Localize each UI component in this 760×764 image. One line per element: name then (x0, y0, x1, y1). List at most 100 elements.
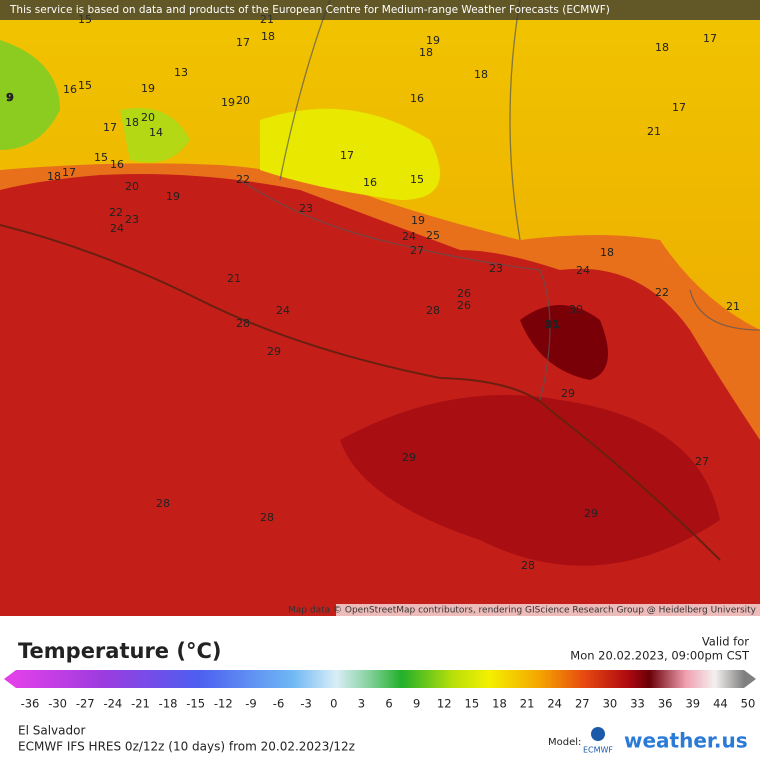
attribution-bg (336, 604, 760, 616)
banner: This service is based on data and produc… (9, 4, 610, 16)
colorbar-min (4, 670, 16, 688)
model-run: ECMWF IFS HRES 0z/12z (10 days) from 20.… (18, 740, 355, 754)
colorbar (16, 670, 744, 688)
contour-label: 20 (236, 94, 250, 107)
attribution: Map data © OpenStreetMap contributors, r… (288, 606, 757, 616)
colorbar-tick-label: 9 (413, 697, 420, 711)
contour-label: 17 (703, 32, 717, 45)
colorbar-tick-label: -21 (131, 697, 150, 711)
contour-label: 16 (110, 158, 124, 171)
contour-label: 9 (6, 91, 14, 104)
colorbar-tick-label: 30 (603, 697, 618, 711)
contour-label: 15 (94, 151, 108, 164)
contour-label: 28 (426, 304, 440, 317)
coastline (0, 224, 721, 561)
contour-label: 27 (695, 455, 709, 468)
colorbar-tick-label: 36 (658, 697, 673, 711)
colorbar-tick-label: 27 (575, 697, 590, 711)
contour-label: 21 (726, 300, 740, 313)
colorbar-tick-label: -9 (245, 697, 256, 711)
colorbar-tick-label: -15 (186, 697, 205, 711)
contour-label: 21 (647, 125, 661, 138)
contour-label: 24 (276, 304, 290, 317)
contour-label: 17 (340, 149, 354, 162)
contour-label: 22 (109, 206, 123, 219)
contour-label: 29 (584, 507, 598, 520)
colorbar-tick-label: -24 (103, 697, 122, 711)
contour-label: 18 (261, 30, 275, 43)
colorbar-tick-label: 39 (685, 697, 700, 711)
contour-label: 16 (363, 176, 377, 189)
contour-label: 15 (78, 79, 92, 92)
colorbar-tick-label: 33 (630, 697, 645, 711)
colorbar-tick-label: 6 (385, 697, 392, 711)
model-logo: ECMWF (583, 746, 613, 755)
contour-label: 20 (141, 111, 155, 124)
valid-label: Valid for (702, 635, 749, 649)
contour-label: 28 (156, 497, 170, 510)
model-icon (591, 727, 605, 741)
contour-label: 13 (174, 66, 188, 79)
contour-label: 28 (260, 511, 274, 524)
contour-label: 25 (426, 229, 440, 242)
colorbar-tick-label: 44 (713, 697, 728, 711)
contour-label: 18 (600, 246, 614, 259)
contour-label: 15 (410, 173, 424, 186)
contour-label: 18 (474, 68, 488, 81)
contour-label: 23 (299, 202, 313, 215)
contour-label: 18 (419, 46, 433, 59)
contour-label: 19 (166, 190, 180, 203)
contour-label: 14 (149, 126, 163, 139)
legend-title: Temperature (°C) (18, 639, 221, 663)
colorbar-ticks: -36 -30 -27 -24 -21 -18 -15 -12 -9 -6 -3 0 3 6 9 12 15 18… (21, 697, 756, 711)
contour-label: 23 (489, 262, 503, 275)
contour-label: 23 (125, 213, 139, 226)
contour-label: 17 (672, 101, 686, 114)
contour-label: 19 (221, 96, 235, 109)
contour-label: 27 (410, 244, 424, 257)
contour-label: 26 (457, 287, 471, 300)
colorbar-tick-label: 24 (547, 697, 562, 711)
green-area (120, 108, 190, 163)
contour-label: 29 (402, 451, 416, 464)
contour-label: 29 (561, 387, 575, 400)
contour-label: 18 (47, 170, 61, 183)
region: El Salvador (18, 724, 85, 738)
colorbar-tick-label: 18 (492, 697, 507, 711)
contour-label: 24 (402, 230, 416, 243)
map: 1521171819181817131516189191920161717182… (0, 0, 760, 616)
colorbar-tick-label: -30 (48, 697, 67, 711)
contour-label: 28 (236, 317, 250, 330)
contour-label: 22 (236, 173, 250, 186)
green-area (0, 40, 60, 150)
contour-label: 24 (576, 264, 590, 277)
warm-area (340, 395, 720, 566)
colorbar-tick-label: 3 (358, 697, 365, 711)
colorbar-tick-label: -3 (300, 697, 311, 711)
valid-time: Mon 20.02.2023, 09:00pm CST (570, 649, 750, 663)
model-label: Model: (548, 737, 581, 748)
colorbar-tick-label: 12 (437, 697, 452, 711)
contour-label: 18 (655, 41, 669, 54)
colorbar-tick-label: -6 (273, 697, 284, 711)
contour-label: 21 (227, 272, 241, 285)
colorbar-tick-label: -27 (76, 697, 95, 711)
colorbar-tick-label: -12 (214, 697, 233, 711)
contour-label: 16 (410, 92, 424, 105)
contour-label: 29 (267, 345, 281, 358)
light-area (260, 108, 440, 200)
contour-label: 19 (426, 34, 440, 47)
hot-area (520, 305, 608, 380)
border (239, 0, 760, 401)
colorbar-tick-label: 50 (741, 697, 756, 711)
contour-label: 26 (457, 299, 471, 312)
contour-label: 17 (236, 36, 250, 49)
contour-label: 20 (125, 180, 139, 193)
colorbar-max (744, 670, 756, 688)
colorbar-tick-label: 21 (520, 697, 535, 711)
colorbar-tick-label: 0 (330, 697, 337, 711)
map-labels: 1521171819181817131516189191920161717182… (6, 13, 740, 572)
banner-bg (0, 0, 760, 20)
contour-label: 22 (655, 286, 669, 299)
